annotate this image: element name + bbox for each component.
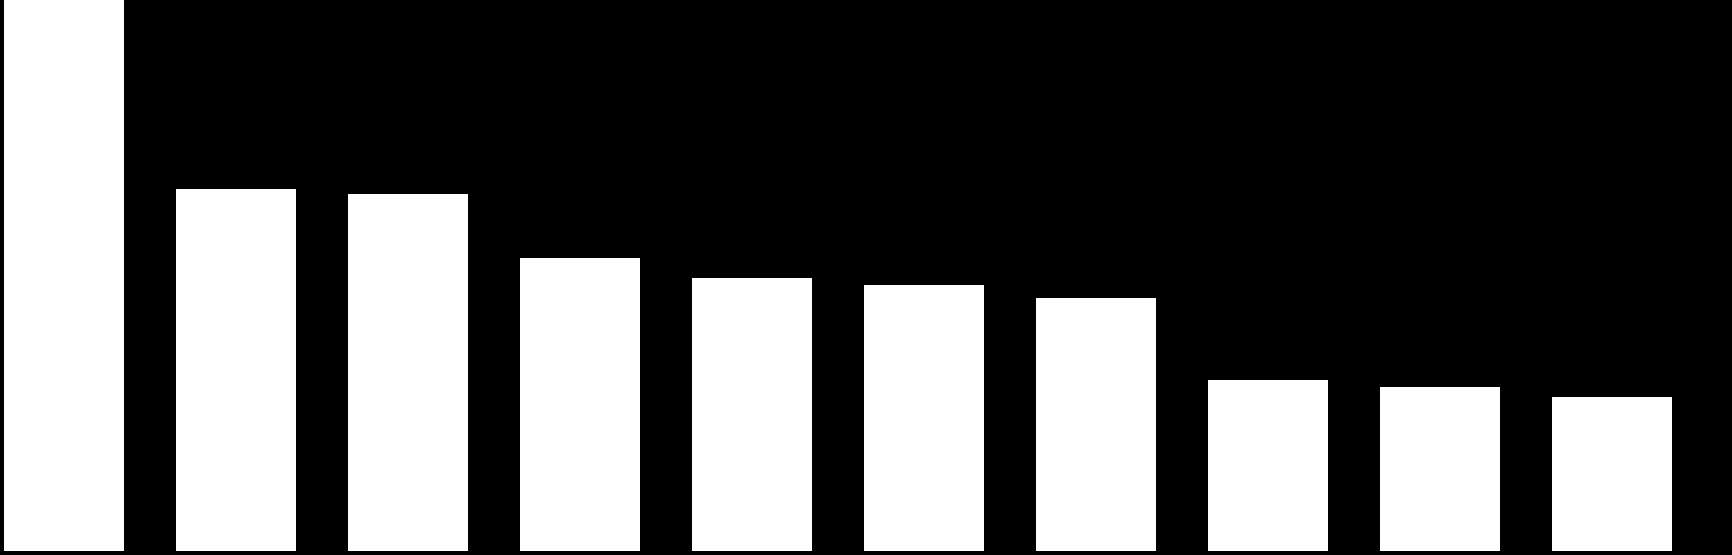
bar-2 — [348, 194, 468, 551]
bar-chart — [0, 0, 1732, 555]
bar-9 — [1552, 397, 1672, 551]
bar-4 — [692, 278, 812, 551]
bar-5 — [864, 285, 984, 551]
bar-8 — [1380, 387, 1500, 551]
bar-3 — [520, 258, 640, 551]
bar-7 — [1208, 380, 1328, 551]
bars-wrapper — [4, 0, 1728, 551]
bar-6 — [1036, 298, 1156, 551]
bar-0 — [4, 0, 124, 551]
bar-1 — [176, 189, 296, 551]
